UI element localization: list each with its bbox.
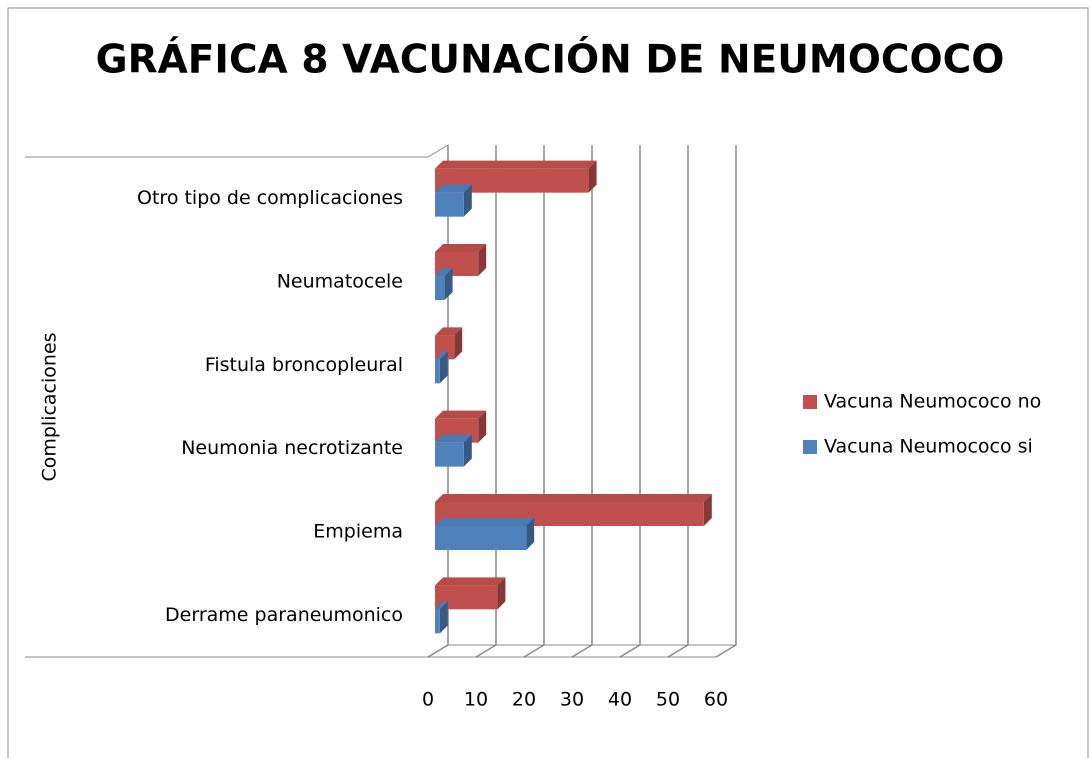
bar-side: [526, 518, 535, 550]
y-tick-label: Empiema: [313, 521, 403, 543]
bar-side: [439, 601, 448, 634]
y-tick-label: Otro tipo de complicaciones: [137, 187, 403, 209]
bar: [435, 609, 440, 634]
bar-side: [444, 268, 453, 300]
bar-side: [463, 434, 472, 467]
bar-top: [435, 601, 448, 610]
bar-side: [454, 327, 463, 360]
x-tick-label: 30: [560, 689, 584, 711]
bar-top: [435, 327, 463, 336]
bar-top: [435, 494, 712, 502]
bar-side: [588, 160, 597, 193]
grid-line: [427, 145, 449, 658]
grid-line: [523, 145, 545, 658]
y-tick-label: Fistula broncopleural: [205, 354, 403, 376]
bar: [435, 442, 464, 467]
grid-line: [475, 145, 497, 658]
x-tick-label: 50: [656, 689, 680, 711]
bar-side: [497, 577, 506, 610]
bar: [435, 335, 455, 360]
bar-top: [435, 351, 448, 360]
bar-side: [478, 244, 487, 276]
legend-swatch: [803, 440, 817, 454]
grid-line: [667, 145, 689, 658]
bar-side: [478, 410, 487, 443]
x-tick-label: 60: [704, 689, 728, 711]
x-tick-label: 10: [464, 689, 488, 711]
x-tick-label: 40: [608, 689, 632, 711]
grid-line: [619, 145, 641, 658]
legend-swatch: [803, 395, 817, 409]
grid-line: [715, 145, 737, 658]
x-tick-label: 0: [422, 689, 434, 711]
bar-top: [435, 518, 535, 526]
bar-top: [435, 244, 487, 252]
bar-top: [435, 160, 597, 169]
grid-line: [571, 145, 593, 658]
y-tick-label: Neumonia necrotizante: [181, 437, 403, 459]
bar-top: [435, 434, 472, 443]
chart-title: GRÁFICA 8 VACUNACIÓN DE NEUMOCOCO: [96, 36, 1005, 83]
bar: [435, 526, 527, 550]
legend-label: Vacuna Neumococo si: [824, 436, 1033, 458]
bar-top: [435, 577, 506, 586]
bar: [435, 359, 440, 384]
bar-top: [435, 184, 472, 193]
bar: [435, 276, 445, 300]
x-tick-label: 20: [512, 689, 536, 711]
y-tick-label: Neumatocele: [277, 271, 403, 293]
bar-top: [435, 410, 487, 419]
legend-label: Vacuna Neumococo no: [824, 391, 1041, 413]
bar-top: [435, 268, 453, 276]
bar-side: [439, 351, 448, 384]
bar-side: [463, 184, 472, 217]
y-axis-label: Complicaciones: [39, 332, 61, 481]
bar-side: [703, 494, 712, 526]
y-tick-label: Derrame paraneumonico: [165, 604, 403, 626]
chart-frame: [7, 7, 1089, 758]
bar: [435, 192, 464, 217]
